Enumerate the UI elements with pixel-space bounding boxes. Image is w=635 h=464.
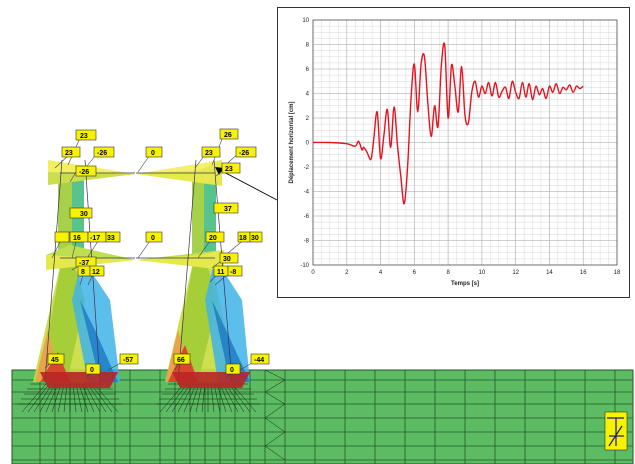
value-tag: 8 bbox=[77, 265, 91, 277]
x-tick-label: 8 bbox=[446, 270, 450, 276]
x-tick-label: 10 bbox=[479, 270, 486, 276]
x-tick-label: 4 bbox=[379, 270, 383, 276]
svg-text:23: 23 bbox=[65, 150, 73, 157]
svg-text:-37: -37 bbox=[79, 260, 89, 267]
value-tag: -44 bbox=[250, 353, 270, 365]
value-tag: -26 bbox=[235, 146, 257, 158]
svg-text:0: 0 bbox=[151, 150, 155, 157]
y-tick-label: -2 bbox=[304, 165, 310, 171]
value-tag: 0 bbox=[85, 363, 101, 375]
svg-text:-26: -26 bbox=[79, 169, 89, 176]
frame-right bbox=[136, 159, 250, 388]
svg-text:30: 30 bbox=[251, 235, 259, 242]
value-tag: -26 bbox=[75, 165, 97, 177]
svg-text:33: 33 bbox=[107, 235, 115, 242]
svg-text:0: 0 bbox=[230, 367, 234, 374]
value-tag: 16 bbox=[69, 231, 89, 243]
y-tick-label: -10 bbox=[300, 263, 309, 269]
x-tick-label: 12 bbox=[512, 270, 519, 276]
svg-text:37: 37 bbox=[224, 206, 232, 213]
value-tag: 11 bbox=[213, 265, 229, 277]
svg-text:23: 23 bbox=[205, 150, 213, 157]
svg-text:26: 26 bbox=[224, 132, 232, 139]
y-tick-label: 4 bbox=[306, 92, 310, 98]
x-tick-label: 14 bbox=[546, 270, 553, 276]
x-tick-label: 18 bbox=[614, 270, 621, 276]
svg-text:0: 0 bbox=[151, 235, 155, 242]
y-axis-title: Déplacement horizontal [cm] bbox=[289, 101, 295, 183]
value-tag: 23 bbox=[75, 129, 97, 141]
svg-text:11: 11 bbox=[217, 269, 225, 276]
y-tick-label: 8 bbox=[306, 43, 310, 49]
value-tag: 20 bbox=[205, 231, 225, 243]
value-tag: 66 bbox=[173, 353, 191, 365]
value-tag: -57 bbox=[119, 353, 139, 365]
value-tag: -8 bbox=[227, 265, 243, 277]
svg-text:0: 0 bbox=[90, 367, 94, 374]
svg-text:45: 45 bbox=[51, 357, 59, 364]
svg-text:-17: -17 bbox=[90, 235, 100, 242]
value-tag: 12 bbox=[89, 265, 105, 277]
value-tag: -17 bbox=[87, 231, 107, 243]
y-tick-label: -4 bbox=[304, 190, 310, 196]
value-tag: 0 bbox=[145, 231, 163, 243]
y-tick-label: 10 bbox=[302, 18, 309, 24]
y-tick-label: 6 bbox=[306, 67, 310, 73]
value-tag: -26 bbox=[93, 146, 115, 158]
svg-text:-57: -57 bbox=[123, 357, 133, 364]
value-tag: 0 bbox=[145, 146, 163, 158]
svg-text:30: 30 bbox=[80, 211, 88, 218]
value-tag: 45 bbox=[47, 353, 65, 365]
svg-text:23: 23 bbox=[80, 133, 88, 140]
value-tag: 30 bbox=[69, 207, 93, 219]
value-tag: 23 bbox=[61, 146, 81, 158]
moment-value-tags: 23 26 23 -26 0 23 -26 -26 23 30 37 16 -1… bbox=[47, 128, 270, 375]
x-tick-label: 16 bbox=[580, 270, 587, 276]
svg-text:-8: -8 bbox=[230, 269, 236, 276]
y-tick-label: -6 bbox=[304, 214, 310, 220]
value-tag: 23 bbox=[201, 146, 221, 158]
svg-text:66: 66 bbox=[177, 357, 185, 364]
x-axis-title: Temps [s] bbox=[451, 281, 479, 287]
svg-text:-44: -44 bbox=[254, 357, 264, 364]
value-tag: 33 bbox=[105, 231, 121, 243]
series-line bbox=[312, 42, 584, 205]
value-tag: 18 bbox=[237, 231, 251, 243]
displacement-chart-panel: -10 -8 -6 -4 -2 0 2 4 6 8 10 0 2 4 6 8 10 12 14 16 18 Temps… bbox=[277, 7, 630, 298]
displacement-chart: -10 -8 -6 -4 -2 0 2 4 6 8 10 0 2 4 6 8 10 12 14 16 18 Temps… bbox=[289, 18, 621, 287]
svg-text:30: 30 bbox=[223, 256, 231, 263]
value-tag bbox=[54, 231, 70, 243]
svg-text:8: 8 bbox=[81, 269, 85, 276]
value-tag: 30 bbox=[249, 231, 263, 243]
value-tag: 26 bbox=[219, 128, 239, 140]
y-tick-label: 2 bbox=[306, 116, 310, 122]
callout-pointer-line bbox=[219, 169, 278, 201]
svg-text:12: 12 bbox=[92, 269, 100, 276]
svg-text:18: 18 bbox=[239, 235, 247, 242]
x-tick-label: 6 bbox=[413, 270, 417, 276]
svg-text:20: 20 bbox=[209, 235, 217, 242]
coordinate-axes-icon bbox=[604, 411, 628, 451]
y-tick-label: -8 bbox=[304, 239, 310, 245]
value-tag: 30 bbox=[219, 252, 239, 264]
value-tag: -37 bbox=[75, 256, 97, 268]
y-tick-label: 0 bbox=[306, 141, 310, 147]
value-tag: 37 bbox=[213, 202, 239, 214]
svg-text:23: 23 bbox=[225, 166, 233, 173]
svg-text:16: 16 bbox=[73, 235, 81, 242]
soil-mesh bbox=[11, 369, 634, 464]
x-tick-label: 0 bbox=[311, 270, 315, 276]
value-tag: 0 bbox=[225, 363, 241, 375]
x-tick-label: 2 bbox=[345, 270, 349, 276]
svg-text:-26: -26 bbox=[239, 150, 249, 157]
svg-text:-26: -26 bbox=[97, 150, 107, 157]
value-tag: 23 bbox=[221, 162, 241, 174]
